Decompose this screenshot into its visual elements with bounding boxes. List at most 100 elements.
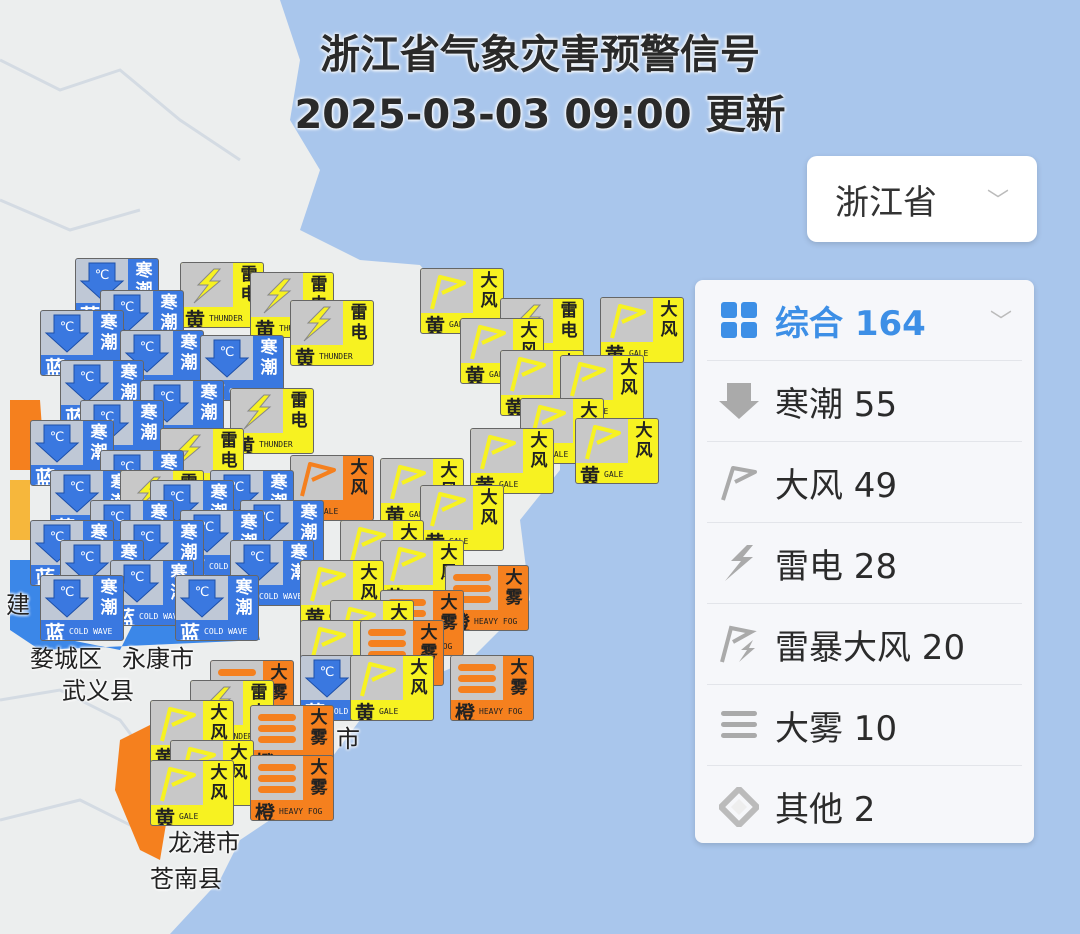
- warning-symbol: [231, 389, 283, 433]
- warning-name: 大风: [230, 743, 248, 783]
- warning-level: 橙: [455, 700, 475, 721]
- warning-level: 橙: [255, 800, 275, 821]
- warning-english: GALE: [409, 509, 429, 519]
- legend-label: 雷电 28: [775, 546, 898, 587]
- warning-name: 大风: [660, 300, 678, 340]
- warning-name: 大风: [620, 358, 638, 398]
- svg-text:℃: ℃: [140, 340, 155, 355]
- chevron-down-icon[interactable]: ﹀: [989, 310, 1012, 335]
- warning-marker-cold-wave[interactable]: ℃ 寒潮蓝 COLD WAVE: [175, 575, 259, 641]
- cold-wave-arrow-icon: ℃: [64, 364, 110, 403]
- warning-symbol: [576, 419, 628, 463]
- warning-marker-gale[interactable]: 大风黄 GALE: [350, 655, 434, 721]
- warning-symbol: [421, 486, 473, 530]
- warning-name: 大雾: [270, 663, 288, 703]
- warning-symbol: ℃: [31, 421, 83, 465]
- place-label: 苍南县: [150, 865, 222, 893]
- legend-item-thunder-gale[interactable]: 雷暴大风 20: [707, 604, 1022, 685]
- warning-name: 雷电: [560, 301, 578, 341]
- legend-item-thunder[interactable]: 雷电 28: [707, 523, 1022, 604]
- svg-text:℃: ℃: [70, 480, 85, 495]
- warning-symbol: [421, 269, 473, 313]
- warning-name: 寒潮: [120, 363, 138, 403]
- warning-marker-fog[interactable]: 大雾橙 HEAVY FOG: [250, 755, 334, 821]
- lightning-icon: [263, 278, 292, 314]
- warning-marker-fog[interactable]: 大雾橙 HEAVY FOG: [450, 655, 534, 721]
- warning-name: 大雾: [310, 758, 328, 798]
- gale-flag-icon: [390, 547, 426, 582]
- warning-level: 黄: [465, 363, 485, 384]
- yellow-warning-area: [10, 480, 30, 540]
- warning-name: 大风: [530, 431, 548, 471]
- warning-name: 寒潮: [180, 523, 198, 563]
- warning-english: HEAVY FOG: [279, 806, 323, 816]
- warning-name: 大风: [410, 658, 428, 698]
- svg-text:℃: ℃: [195, 585, 210, 600]
- warning-symbol: [461, 319, 513, 363]
- warning-level-strip: 黄 GALE: [461, 363, 543, 384]
- gale-flag-icon: [160, 767, 196, 802]
- svg-text:℃: ℃: [80, 370, 95, 385]
- lightning-icon: [243, 394, 272, 430]
- cold-wave-arrow-icon: ℃: [144, 384, 190, 423]
- warning-level: 黄: [355, 700, 375, 721]
- cold-wave-arrow-icon: ℃: [34, 424, 80, 463]
- legend-item-gale[interactable]: 大风 49: [707, 442, 1022, 523]
- warning-english: GALE: [179, 811, 199, 821]
- gale-flag-icon: [480, 435, 516, 470]
- warning-level: 黄: [580, 463, 600, 484]
- warning-name: 寒潮: [100, 578, 118, 618]
- cold-wave-arrow-icon: ℃: [44, 314, 90, 353]
- legend-item-all[interactable]: 综合 164 ﹀: [707, 280, 1022, 361]
- svg-text:℃: ℃: [250, 550, 265, 565]
- warning-english: GALE: [379, 706, 399, 716]
- warning-marker-cold-wave[interactable]: ℃ 寒潮蓝 COLD WAVE: [40, 575, 124, 641]
- warning-english: COLD WAVE: [259, 591, 303, 601]
- warning-name: 雷电: [220, 431, 238, 471]
- warning-name: 大雾: [510, 658, 528, 698]
- legend-item-fog[interactable]: 大雾 10: [707, 685, 1022, 766]
- warning-name: 大雾: [310, 708, 328, 748]
- warning-level-strip: 黄 GALE: [421, 313, 503, 334]
- region-select[interactable]: 浙江省 ﹀: [807, 156, 1037, 242]
- gale-flag-icon: [510, 357, 546, 392]
- warning-english: THUNDER: [209, 313, 243, 323]
- cold-wave-arrow-icon: ℃: [44, 579, 90, 618]
- warning-name: 寒潮: [140, 403, 158, 443]
- warning-symbol: [561, 356, 613, 400]
- legend-item-cold-wave[interactable]: 寒潮 55: [707, 361, 1022, 442]
- warning-name: 雷电: [350, 303, 368, 343]
- warning-english: THUNDER: [259, 439, 293, 449]
- legend-item-other[interactable]: 其他 2: [707, 766, 1022, 847]
- warning-english: HEAVY FOG: [479, 706, 523, 716]
- warning-level: 黄: [155, 805, 175, 826]
- warning-symbol: [601, 298, 653, 342]
- warning-english: GALE: [499, 479, 519, 489]
- cold-wave-arrow-icon: ℃: [304, 659, 350, 698]
- warning-symbol: [501, 351, 553, 395]
- warning-marker-gale-orange[interactable]: 大风橙GALE: [290, 455, 374, 521]
- warning-level-strip: 黄 GALE: [351, 700, 433, 721]
- gale-flag-icon: [570, 362, 606, 397]
- fog-lines-icon: [258, 764, 296, 793]
- page-title: 浙江省气象灾害预警信号: [320, 32, 760, 78]
- svg-text:℃: ℃: [50, 430, 65, 445]
- warning-english: GALE: [549, 449, 569, 459]
- cold-wave-arrow-icon: ℃: [54, 474, 100, 513]
- fog-lines-icon: [258, 714, 296, 743]
- lightning-icon: [193, 268, 222, 304]
- warning-symbol: [381, 459, 433, 503]
- warning-name: 大风: [210, 703, 228, 743]
- gale-flag-icon: [717, 460, 761, 504]
- fog-lines-icon: [717, 703, 761, 747]
- chevron-down-icon: ﹀: [986, 189, 1009, 214]
- warning-name: 大风: [480, 271, 498, 311]
- legend-label: 其他 2: [775, 790, 876, 830]
- orange-warning-area: [10, 400, 170, 860]
